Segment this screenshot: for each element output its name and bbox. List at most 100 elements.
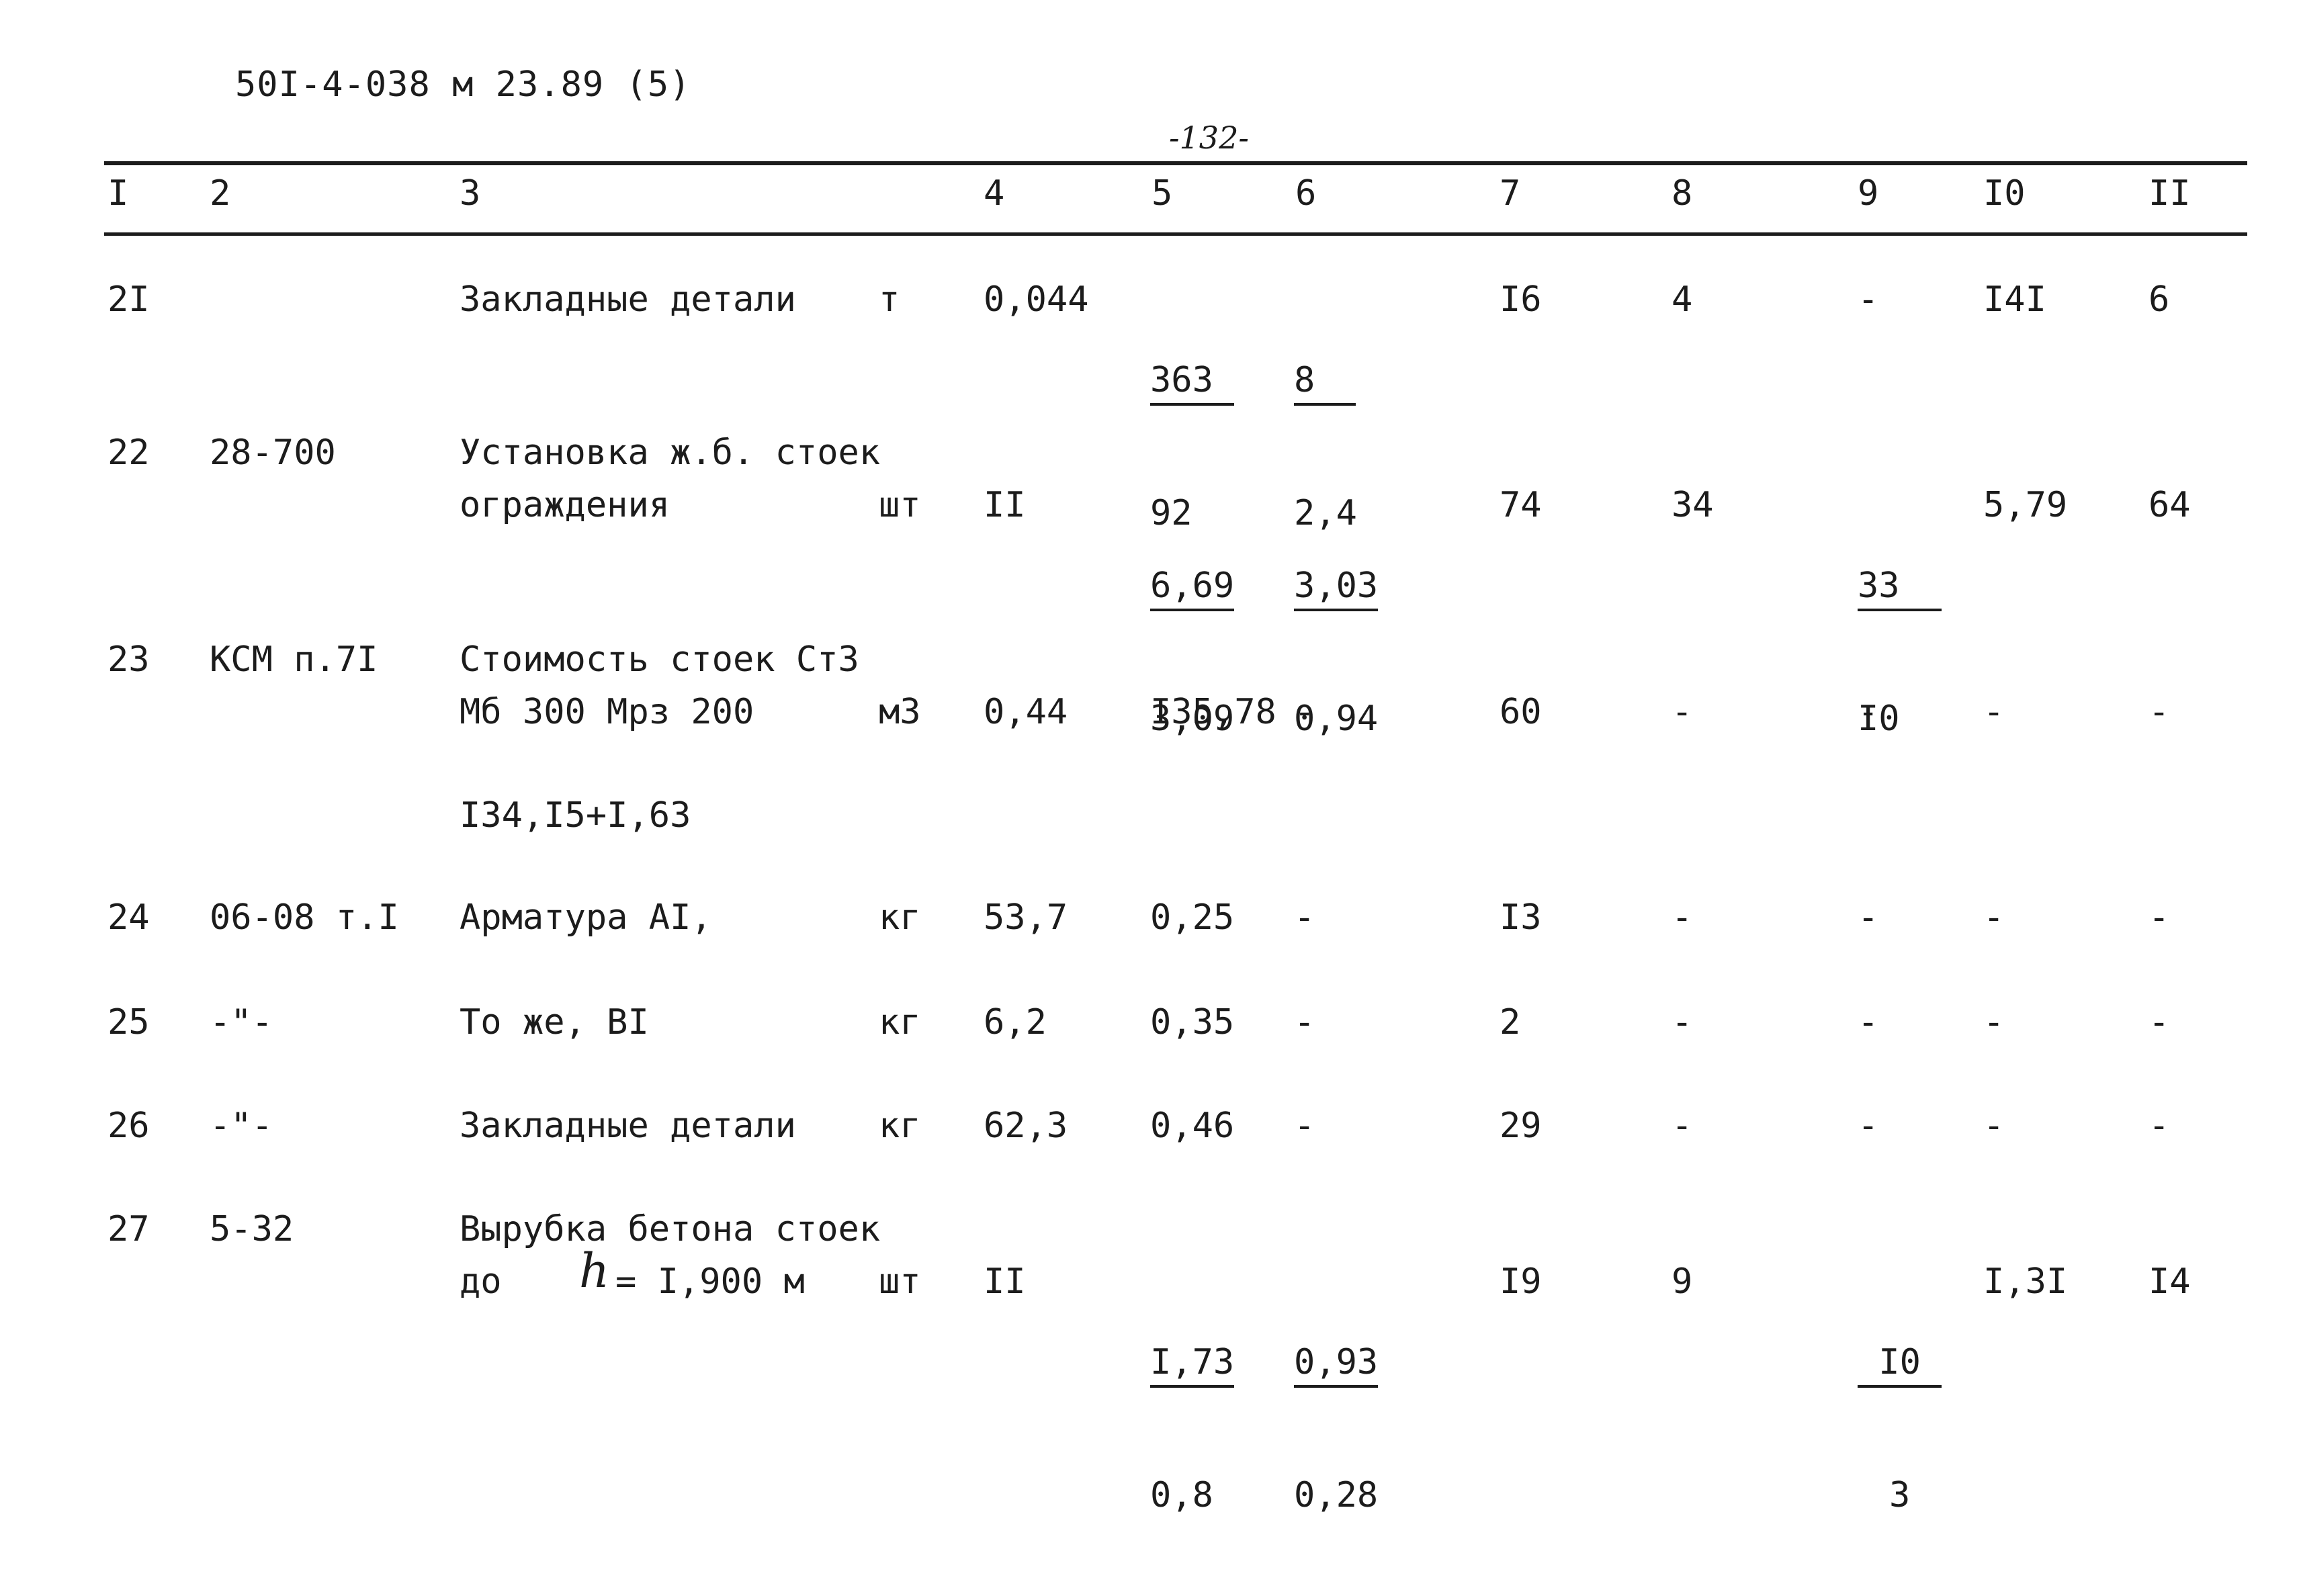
total-cost-3-fraction: I0 3 (1858, 1261, 1942, 1596)
total-cost-2: 9 (1672, 1261, 1693, 1302)
labor-total: 6 (2148, 279, 2170, 320)
work-name: Арматура AI, (460, 897, 712, 938)
labor-cost: I,3I (1983, 1261, 2068, 1302)
col-header-3: 3 (460, 173, 481, 214)
work-name: Вырубка бетона стоек (460, 1209, 881, 1249)
quantity: 6,2 (984, 1002, 1047, 1043)
unit-cost-2: - (1294, 692, 1315, 732)
total-cost-3: - (1858, 1002, 1879, 1043)
unit-cost: I35,78 (1150, 692, 1276, 732)
labor-cost: - (1983, 1002, 2005, 1043)
row-number: 23 (107, 639, 150, 680)
labor-total: 64 (2148, 485, 2191, 525)
norm-code: -"- (210, 1106, 273, 1146)
height-symbol: h (579, 1243, 610, 1298)
col-header-10: I0 (1983, 173, 2026, 214)
work-name: Установка ж.б. стоек (460, 433, 881, 473)
col-header-2: 2 (210, 173, 231, 214)
total-cost: I3 (1500, 897, 1542, 938)
unit-cost-2: - (1294, 1106, 1315, 1146)
labor-total: - (2148, 897, 2170, 938)
labor-cost: - (1983, 692, 2005, 732)
table-top-rule (104, 161, 2247, 165)
total-cost: I9 (1500, 1261, 1542, 1302)
fraction-top: 33 (1858, 566, 1942, 611)
quantity: 53,7 (984, 897, 1068, 938)
unit-cost: 0,25 (1150, 897, 1235, 938)
calculation-note: I34,I5+I,63 (460, 795, 691, 836)
quantity: 62,3 (984, 1106, 1068, 1146)
total-cost-3: - (1858, 279, 1879, 320)
fraction-bottom: 92 (1150, 493, 1192, 533)
labor-total: I4 (2148, 1261, 2191, 1302)
unit: шт (879, 1261, 921, 1302)
fraction-bottom: I0 (1858, 699, 1900, 739)
unit-cost-fraction: I,73 0,8 (1150, 1261, 1235, 1596)
fraction-top: 6,69 (1150, 566, 1235, 611)
total-cost-3: - (1858, 692, 1879, 732)
fraction-top: 8 (1294, 360, 1356, 406)
fraction-bottom: 3 (1888, 1475, 1911, 1515)
labor-total: - (2148, 1002, 2170, 1043)
unit: шт (879, 485, 921, 525)
unit-cost: 0,35 (1150, 1002, 1235, 1043)
unit-cost-fraction: 6,69 3,09 (1150, 485, 1235, 819)
fraction-bottom: 0,8 (1150, 1475, 1213, 1515)
col-header-8: 8 (1672, 173, 1693, 214)
total-cost: I6 (1500, 279, 1542, 320)
norm-code: 5-32 (210, 1209, 294, 1249)
quantity: II (984, 1261, 1026, 1302)
quantity: II (984, 485, 1026, 525)
work-name-cont: ограждения (460, 485, 670, 525)
work-name: Закладные детали (460, 279, 796, 320)
total-cost-2: - (1672, 897, 1693, 938)
fraction-top: I,73 (1150, 1342, 1235, 1388)
unit-cost-2: - (1294, 897, 1315, 938)
fraction-bottom: 2,4 (1294, 493, 1357, 533)
norm-code: КСМ п.7I (210, 639, 378, 680)
norm-code: 06-08 т.I (210, 897, 399, 938)
fraction-top: I0 (1858, 1342, 1942, 1388)
quantity: 0,44 (984, 692, 1068, 732)
unit-cost-fraction-2: 8 2,4 (1294, 279, 1378, 614)
row-number: 26 (107, 1106, 150, 1146)
header-bottom-rule (104, 232, 2247, 236)
fraction-top: 3,03 (1294, 566, 1379, 611)
fraction-bottom: 0,94 (1294, 699, 1379, 739)
unit: кг (879, 1002, 921, 1043)
col-header-7: 7 (1500, 173, 1521, 214)
row-number: 27 (107, 1209, 150, 1249)
total-cost-2: - (1672, 692, 1693, 732)
work-name-cont: до (460, 1261, 502, 1302)
unit-cost-fraction-2: 0,93 0,28 (1294, 1261, 1379, 1596)
work-name-cont: Мб 300 Мрз 200 (460, 692, 754, 732)
norm-code: -"- (210, 1002, 273, 1043)
total-cost-2: 34 (1672, 485, 1714, 525)
unit-cost: 0,46 (1150, 1106, 1235, 1146)
document-code: 50I-4-038 м 23.89 (5) (235, 64, 691, 105)
unit-cost-fraction: 363 92 (1150, 279, 1235, 614)
total-cost-3: - (1858, 897, 1879, 938)
col-header-4: 4 (984, 173, 1005, 214)
row-number: 25 (107, 1002, 150, 1043)
height-value: = I,900 м (615, 1261, 805, 1302)
work-name: То же, BI (460, 1002, 649, 1043)
fraction-top: 0,93 (1294, 1342, 1379, 1388)
total-cost: 60 (1500, 692, 1542, 732)
labor-cost: 5,79 (1983, 485, 2068, 525)
col-header-11: II (2148, 173, 2191, 214)
total-cost-3: - (1858, 1106, 1879, 1146)
labor-cost: I4I (1983, 279, 2046, 320)
work-name: Закладные детали (460, 1106, 796, 1146)
total-cost-2: - (1672, 1106, 1693, 1146)
page-number: -132- (1169, 120, 1249, 156)
labor-total: - (2148, 1106, 2170, 1146)
unit: кг (879, 897, 921, 938)
col-header-6: 6 (1295, 173, 1317, 214)
unit-cost-fraction-2: 3,03 0,94 (1294, 485, 1379, 819)
unit-cost-2: - (1294, 1002, 1315, 1043)
quantity: 0,044 (984, 279, 1089, 320)
fraction-top: 363 (1150, 360, 1235, 406)
labor-total: - (2148, 692, 2170, 732)
col-header-9: 9 (1858, 173, 1879, 214)
